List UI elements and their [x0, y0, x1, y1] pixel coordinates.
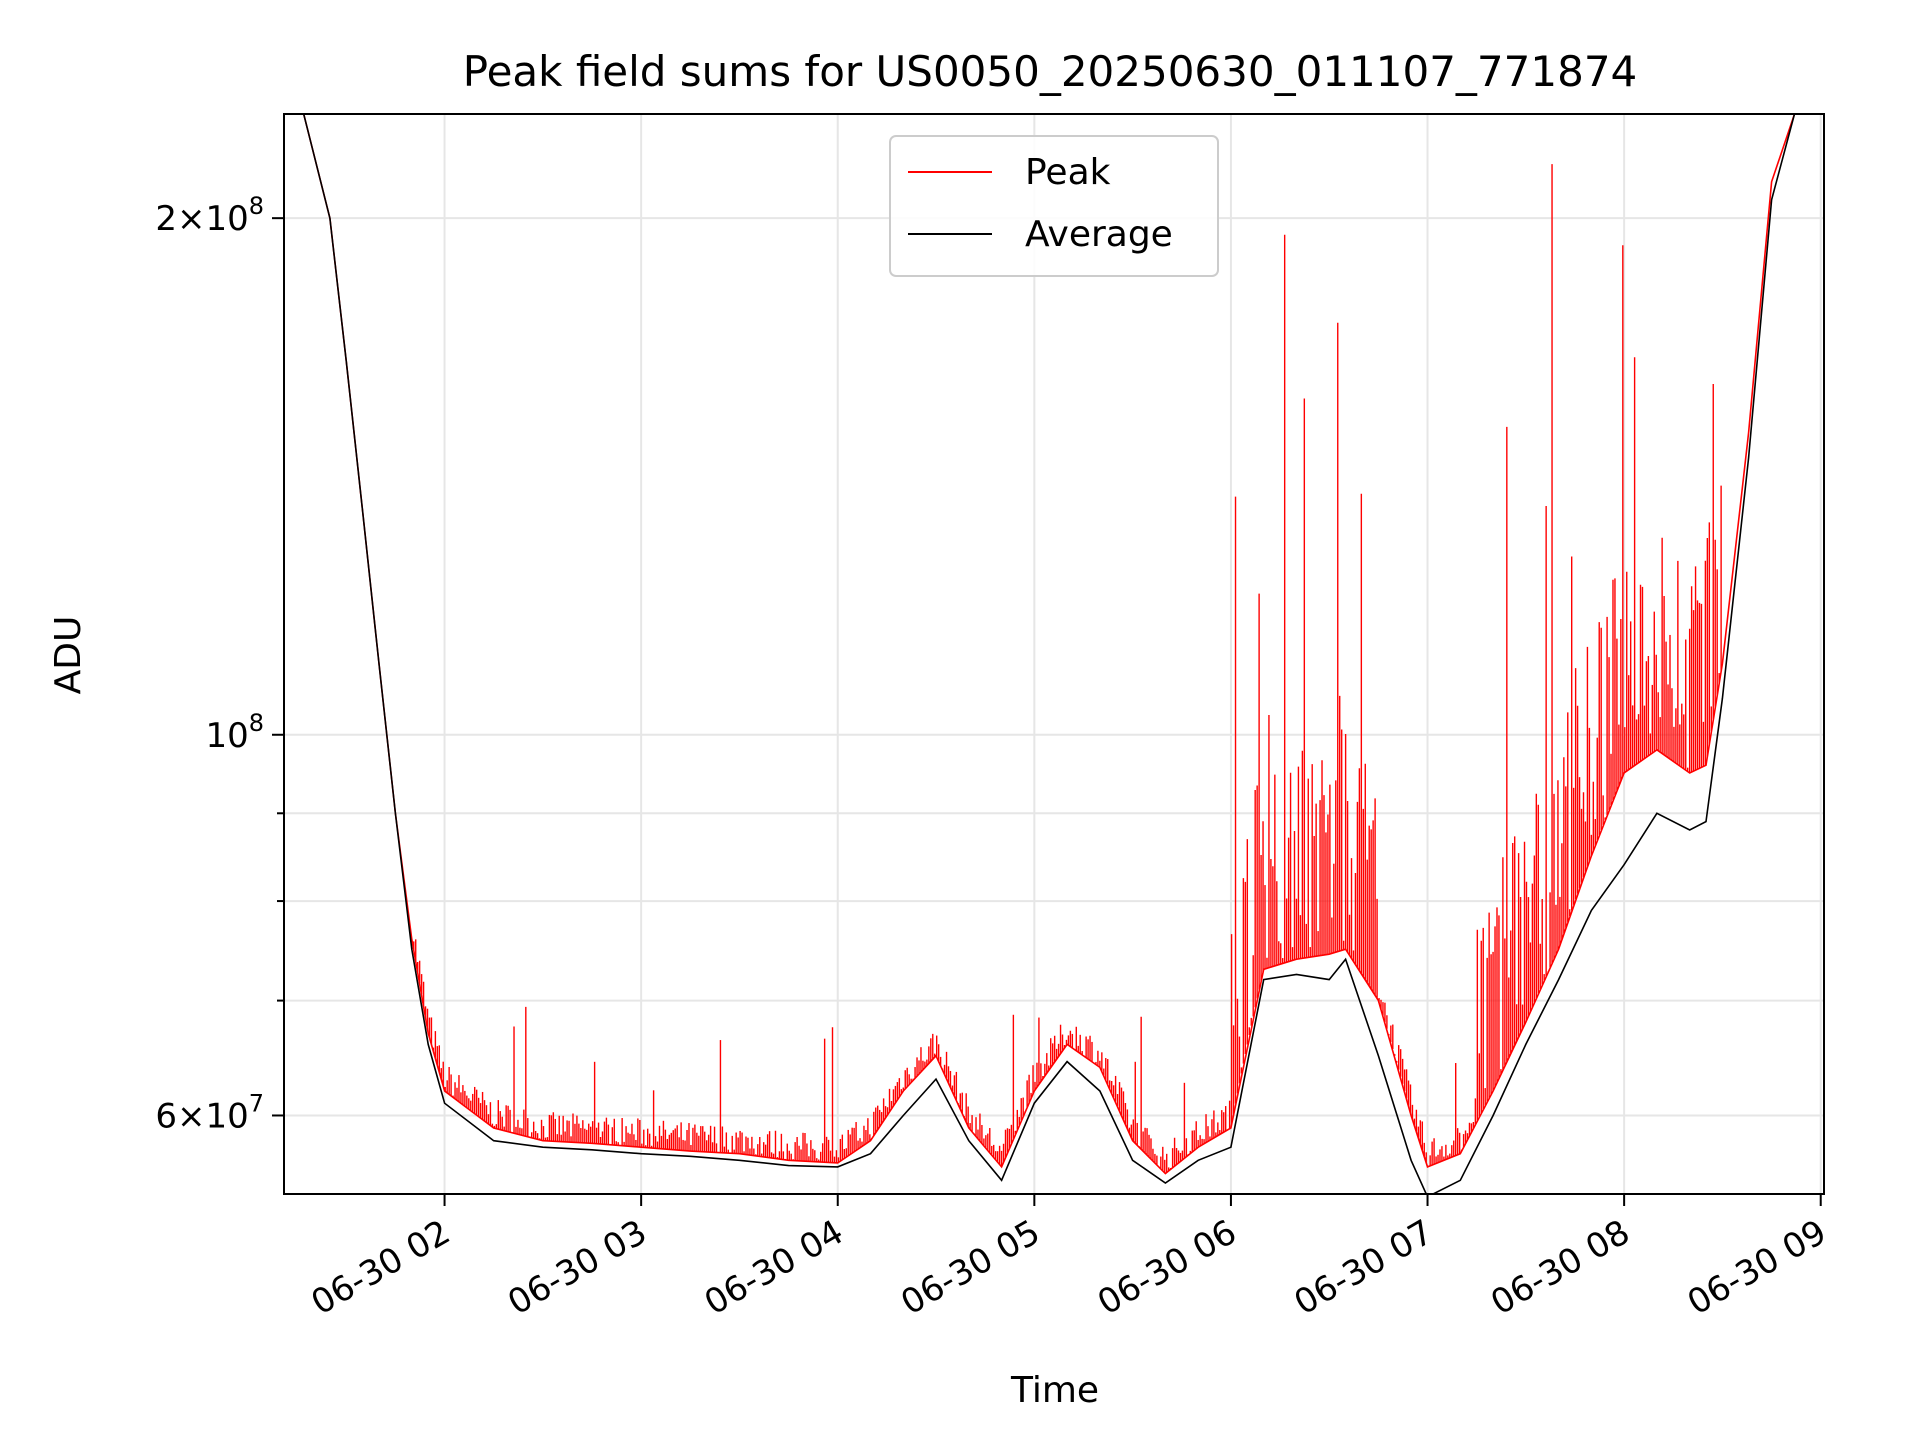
y-tick-label: 6×107	[155, 1089, 264, 1136]
y-tick-labels: 6×107 108 2×108	[155, 192, 264, 1136]
y-axis-label: ADU	[48, 616, 89, 695]
x-axis-label: Time	[1010, 1370, 1099, 1411]
x-tick-label: 06-30 08	[1484, 1212, 1636, 1323]
plot-area	[284, 114, 1824, 1194]
peak-spikes	[411, 164, 1722, 1173]
plot-frame	[283, 113, 1825, 1195]
grid	[272, 114, 1824, 1206]
legend-label-average: Average	[1025, 214, 1173, 255]
x-tick-label: 06-30 05	[894, 1212, 1046, 1323]
series-line-average	[284, 114, 1824, 1194]
x-tick-label: 06-30 03	[501, 1212, 653, 1323]
x-tick-label: 06-30 04	[698, 1212, 850, 1323]
chart-title: Peak field sums for US0050_20250630_0111…	[463, 47, 1638, 96]
y-tick-label: 108	[205, 709, 264, 756]
x-tick-label: 06-30 07	[1288, 1212, 1440, 1323]
legend-label-peak: Peak	[1025, 152, 1111, 193]
legend: Peak Average	[889, 135, 1219, 277]
x-tick-label: 06-30 09	[1681, 1212, 1833, 1323]
x-tick-label: 06-30 02	[305, 1212, 457, 1323]
x-tick-labels: 06-30 02 06-30 03 06-30 04 06-30 05 06-30 06…	[305, 1212, 1834, 1323]
series-line-peak	[284, 114, 1824, 1175]
y-tick-label: 2×108	[155, 192, 264, 239]
x-tick-label: 06-30 06	[1091, 1212, 1243, 1323]
